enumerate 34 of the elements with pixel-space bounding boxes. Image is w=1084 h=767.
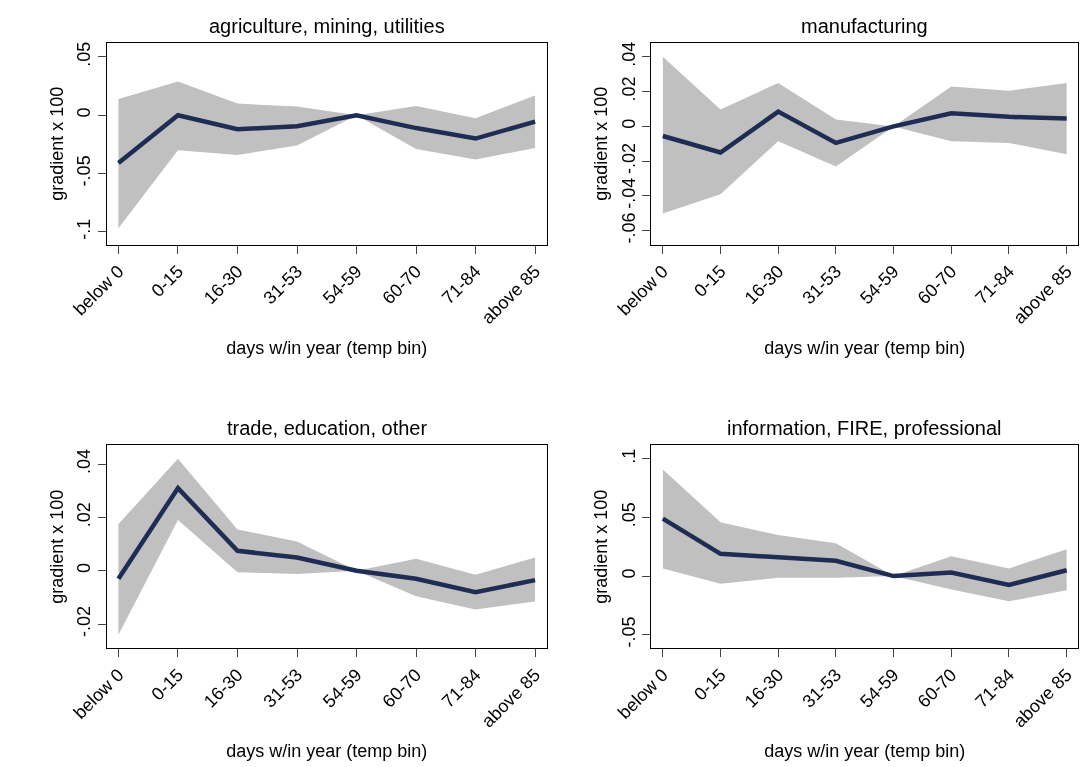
line-series <box>116 485 538 595</box>
x-axis-title: days w/in year (temp bin) <box>764 337 966 358</box>
line-series <box>116 113 538 166</box>
y-axis-title: gradient x 100 <box>46 86 67 201</box>
x-axis-title: days w/in year (temp bin) <box>764 741 966 762</box>
y-tick-label: .05 <box>74 41 95 67</box>
y-tick-label: -.06 <box>619 212 640 244</box>
chart-title: trade, education, other <box>227 417 428 439</box>
y-tick-label: -.05 <box>74 155 95 187</box>
y-tick-label: .02 <box>619 76 640 102</box>
y-tick-label: .02 <box>74 502 95 528</box>
y-tick-label: -.05 <box>619 616 640 648</box>
y-tick-label: 0 <box>619 118 640 129</box>
y-tick-label: .04 <box>619 41 640 67</box>
y-axis-title: gradient x 100 <box>46 489 67 604</box>
y-tick-label: .04 <box>74 448 95 474</box>
chart-title: agriculture, mining, utilities <box>209 15 445 37</box>
y-tick-label: -.02 <box>74 605 95 637</box>
y-tick-label: 0 <box>619 568 640 579</box>
line-series <box>660 109 1069 155</box>
y-tick-label: 0 <box>74 563 95 574</box>
chart-title: manufacturing <box>801 15 928 37</box>
y-tick-label: -.02 <box>619 142 640 175</box>
y-tick-label: -.04 <box>619 177 640 209</box>
line-series <box>660 516 1069 588</box>
x-axis-title: days w/in year (temp bin) <box>226 741 428 762</box>
y-tick-label: .05 <box>619 502 640 528</box>
y-axis-title: gradient x 100 <box>591 86 612 201</box>
y-tick-label: 0 <box>74 107 95 118</box>
y-axis-title: gradient x 100 <box>591 489 612 604</box>
chart-title: information, FIRE, professional <box>727 417 1002 439</box>
y-tick-label: .1 <box>619 448 640 464</box>
x-axis-title: days w/in year (temp bin) <box>226 337 428 358</box>
y-tick-label: -.1 <box>74 218 95 240</box>
